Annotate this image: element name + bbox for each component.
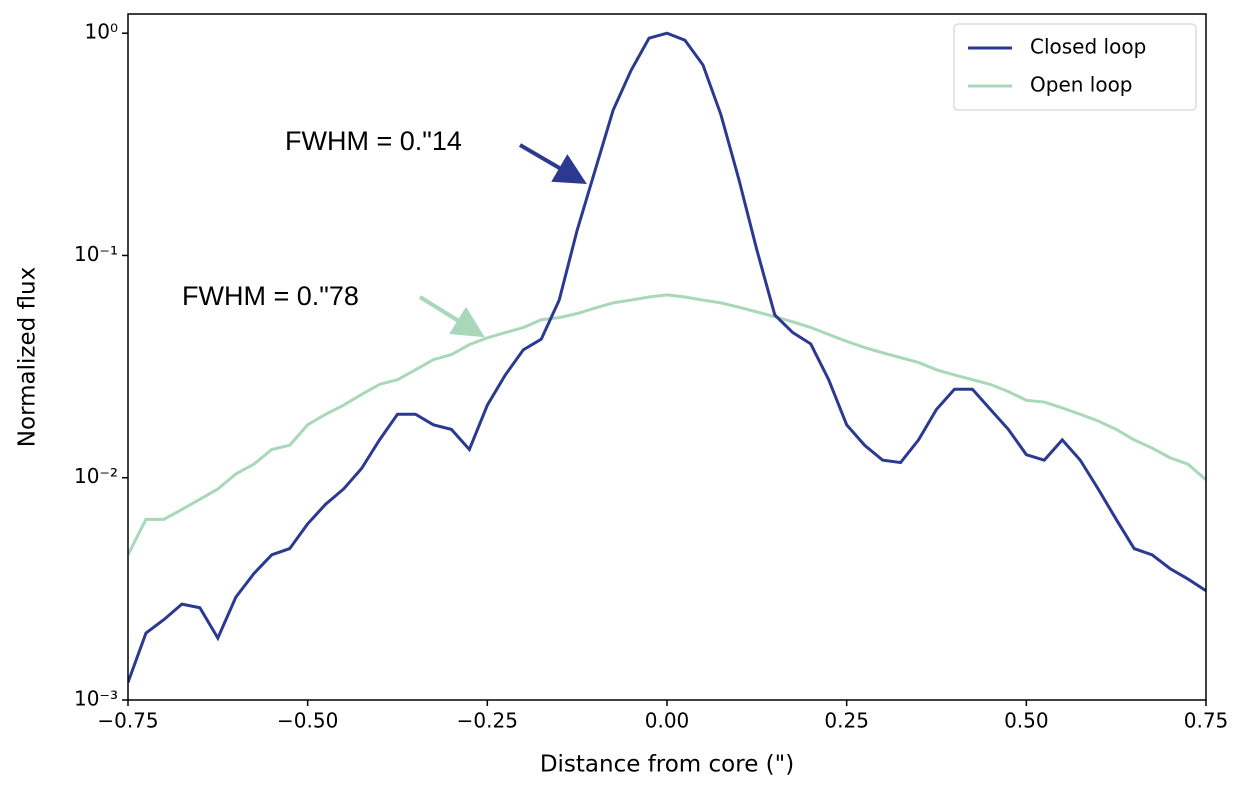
annotation-arrow: [418, 295, 485, 338]
annotation-arrow: [518, 143, 587, 185]
x-tick-label: 0.00: [645, 709, 690, 733]
plot-frame: [127, 13, 1207, 701]
annotation: FWHM = 0."14: [285, 126, 462, 156]
legend-label: Open loop: [1030, 73, 1133, 97]
x-tick-label: 0.50: [1004, 709, 1049, 733]
x-tick-label: −0.50: [277, 709, 338, 733]
y-axis-label: Normalized flux: [15, 267, 41, 447]
y-tick-label: 10⁻¹: [74, 242, 118, 266]
legend-label: Closed loop: [1030, 35, 1146, 59]
y-tick-label: 10⁻²: [74, 464, 118, 488]
annotation: FWHM = 0."78: [182, 281, 359, 311]
x-tick-label: 0.25: [824, 709, 869, 733]
legend-box: [953, 23, 1197, 111]
x-axis-label: Distance from core ("): [540, 752, 794, 778]
y-tick-label: 10⁻³: [74, 687, 118, 711]
series-line: [128, 31, 1206, 683]
series-line: [128, 293, 1206, 556]
x-tick-label: −0.25: [457, 709, 518, 733]
x-tick-label: 0.75: [1184, 709, 1229, 733]
y-tick-label: 10⁰: [85, 20, 118, 44]
x-tick-label: −0.75: [97, 709, 158, 733]
